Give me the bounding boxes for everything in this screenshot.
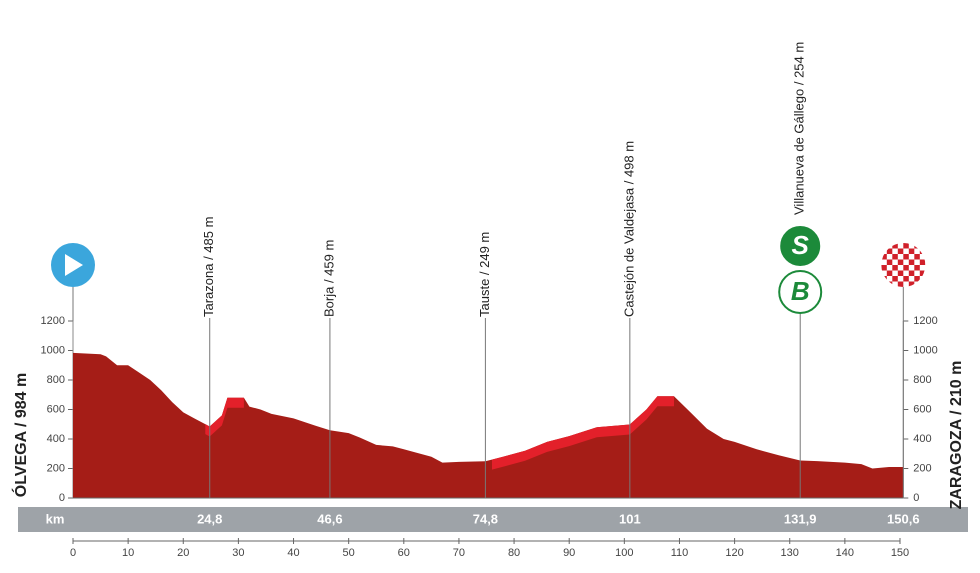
x-tick-label: 30 bbox=[232, 547, 244, 559]
icon-circle bbox=[778, 224, 823, 268]
flag-square bbox=[914, 265, 920, 271]
flag-square bbox=[908, 281, 915, 287]
flag-square bbox=[919, 281, 926, 287]
start-arrow bbox=[65, 254, 83, 276]
flag-square bbox=[903, 276, 909, 282]
start-label: ÓLVEGA / 984 m bbox=[11, 373, 30, 497]
y2-tick-label: 1000 bbox=[913, 344, 937, 356]
flag-square bbox=[892, 276, 898, 282]
waypoint-km: 24,8 bbox=[197, 511, 222, 526]
x-tick-label: 0 bbox=[70, 547, 76, 559]
x-tick-label: 130 bbox=[781, 547, 799, 559]
waypoint-km: 74,8 bbox=[473, 511, 498, 526]
waypoint-name: Tauste / 249 m bbox=[477, 232, 492, 317]
flag-square bbox=[908, 270, 915, 276]
flag-square bbox=[919, 259, 926, 265]
waypoint-km: 131,9 bbox=[784, 511, 817, 526]
x-tick-label: 100 bbox=[615, 547, 633, 559]
y-tick-label: 400 bbox=[47, 433, 65, 445]
finish-label: ZARAGOZA / 210 m bbox=[948, 361, 965, 510]
flag-square bbox=[897, 259, 904, 265]
waypoint-km: 46,6 bbox=[317, 511, 342, 526]
flag-square bbox=[892, 243, 898, 249]
y-tick-label: 200 bbox=[47, 462, 65, 474]
y2-tick-label: 400 bbox=[913, 433, 931, 445]
y2-tick-label: 200 bbox=[913, 462, 931, 474]
flag-square bbox=[903, 254, 909, 260]
waypoint-name: Borja / 459 m bbox=[321, 240, 336, 317]
x-tick-label: 110 bbox=[671, 547, 689, 559]
climb-highlight bbox=[205, 397, 244, 437]
flag-square bbox=[892, 265, 898, 271]
flag-square bbox=[914, 276, 920, 282]
finish-icon bbox=[881, 243, 926, 287]
flag-square bbox=[908, 248, 915, 254]
x-tick-label: 10 bbox=[122, 547, 134, 559]
flag-square bbox=[903, 265, 909, 271]
x-tick-label: 70 bbox=[453, 547, 465, 559]
flag-square bbox=[908, 259, 915, 265]
climb-highlight bbox=[492, 396, 674, 470]
y2-tick-label: 1200 bbox=[913, 315, 937, 327]
y-tick-label: 1000 bbox=[41, 344, 65, 356]
flag-square bbox=[914, 254, 920, 260]
waypoint-name: Tarazona / 485 m bbox=[201, 217, 216, 317]
waypoint-name: Castejón de Valdejasa / 498 m bbox=[621, 141, 636, 317]
flag-square bbox=[919, 270, 926, 276]
y-tick-label: 0 bbox=[59, 492, 65, 504]
x-tick-label: 60 bbox=[398, 547, 410, 559]
x-tick-label: 120 bbox=[725, 547, 743, 559]
icon-circle bbox=[778, 270, 823, 314]
y2-tick-label: 600 bbox=[913, 403, 931, 415]
flag-square bbox=[897, 248, 904, 254]
x-tick-label: 50 bbox=[343, 547, 355, 559]
y2-tick-label: 0 bbox=[913, 492, 919, 504]
x-tick-label: 80 bbox=[508, 547, 520, 559]
waypoint-km: 101 bbox=[619, 511, 641, 526]
flag-square bbox=[881, 265, 887, 271]
km-band bbox=[18, 507, 968, 532]
x-tick-label: 90 bbox=[563, 547, 575, 559]
x-tick-label: 140 bbox=[836, 547, 854, 559]
flag-square bbox=[892, 254, 898, 260]
x-tick-label: 40 bbox=[287, 547, 299, 559]
flag-square bbox=[886, 281, 893, 287]
icon-letter: B bbox=[791, 276, 810, 306]
km-label: km bbox=[46, 511, 65, 526]
flag-square bbox=[903, 243, 909, 249]
flag-square bbox=[886, 248, 893, 254]
flag-square bbox=[886, 270, 893, 276]
flag-square bbox=[886, 259, 893, 265]
finish-km: 150,6 bbox=[887, 511, 920, 526]
flag-square bbox=[919, 248, 926, 254]
flag-square bbox=[881, 276, 887, 282]
x-tick-label: 150 bbox=[891, 547, 909, 559]
flag-square bbox=[914, 243, 920, 249]
y-tick-label: 600 bbox=[47, 403, 65, 415]
y-tick-label: 1200 bbox=[41, 315, 65, 327]
y2-tick-label: 800 bbox=[913, 374, 931, 386]
icon-letter: S bbox=[792, 230, 810, 260]
flag-square bbox=[897, 270, 904, 276]
flag-square bbox=[881, 243, 887, 249]
x-tick-label: 20 bbox=[177, 547, 189, 559]
flag-square bbox=[881, 254, 887, 260]
waypoint-name: Villanueva de Gállego / 254 m bbox=[792, 42, 807, 215]
elevation-area bbox=[73, 352, 904, 498]
flag-square bbox=[897, 281, 904, 287]
y-tick-label: 800 bbox=[47, 374, 65, 386]
